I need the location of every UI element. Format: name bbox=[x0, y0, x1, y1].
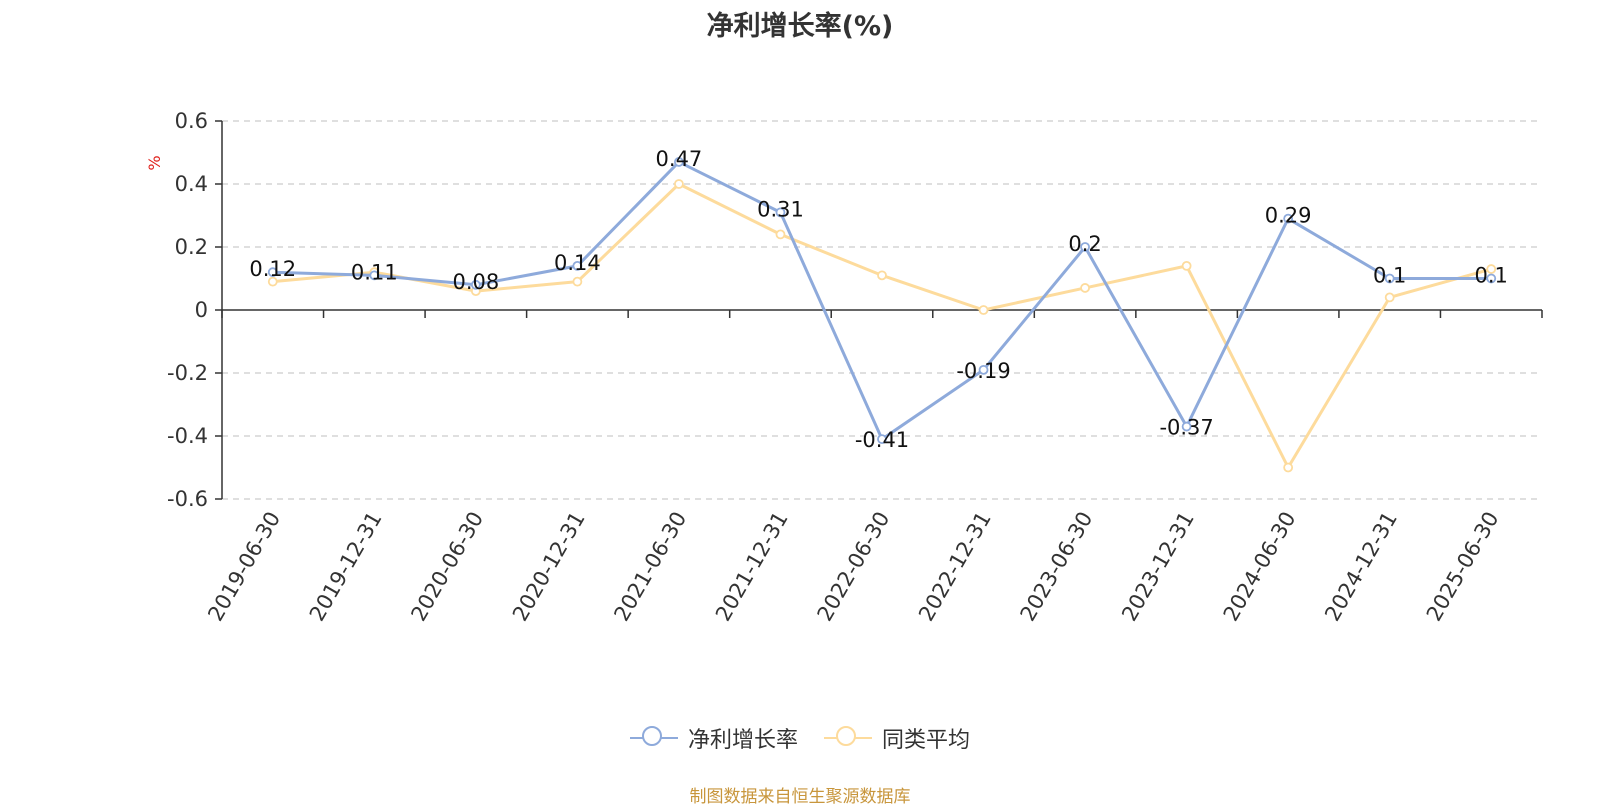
y-tick-label-3: 0 bbox=[195, 298, 208, 322]
series-1-point-4 bbox=[674, 179, 684, 189]
x-tick-label-4: 2021-06-30 bbox=[609, 508, 691, 626]
series-1-point-8 bbox=[1080, 283, 1090, 293]
data-label-12: 0.1 bbox=[1475, 264, 1508, 288]
series-1-point-7 bbox=[978, 305, 989, 315]
x-tick-label-9: 2023-12-31 bbox=[1117, 508, 1199, 626]
series-1-point-9 bbox=[1181, 260, 1192, 271]
x-tick-label-1: 2019-12-31 bbox=[305, 508, 387, 626]
data-label-3: 0.14 bbox=[554, 251, 601, 275]
series-0-point-12 bbox=[1486, 273, 1497, 284]
data-label-6: -0.41 bbox=[855, 428, 909, 452]
series-1-point-5 bbox=[775, 229, 786, 240]
series-1-point-0 bbox=[267, 276, 278, 287]
series-0-point-1 bbox=[369, 270, 380, 281]
x-tick-label-8: 2023-06-30 bbox=[1016, 508, 1098, 626]
series-layer bbox=[267, 157, 1497, 473]
x-tick-label-5: 2021-12-31 bbox=[711, 508, 793, 626]
series-0-point-9 bbox=[1181, 421, 1192, 432]
y-tick-label-6: -0.6 bbox=[167, 487, 208, 511]
series-0-point-4 bbox=[674, 157, 684, 167]
data-label-2: 0.08 bbox=[452, 270, 499, 294]
source-note: 制图数据来自恒生聚源数据库 bbox=[689, 787, 911, 807]
series-0-point-7 bbox=[978, 364, 989, 375]
x-tick-label-12: 2025-06-30 bbox=[1422, 508, 1504, 626]
legend-label-series-0: 净利增长率 bbox=[687, 728, 798, 753]
legend-marker-series-0 bbox=[629, 725, 678, 751]
x-tick-label-2: 2020-06-30 bbox=[406, 508, 488, 626]
data-label-1: 0.11 bbox=[351, 260, 398, 284]
chart-title: 净利增长率(%) bbox=[706, 11, 894, 42]
data-labels-layer: 0.12 0.11 0.08 0.14 0.47 0.31 -0.41 -0.19 0.2 -0.… bbox=[249, 147, 1508, 452]
series-0-point-11 bbox=[1384, 273, 1395, 284]
data-label-4: 0.47 bbox=[656, 147, 703, 171]
y-tick-label-5: -0.4 bbox=[167, 424, 208, 448]
grid-lines bbox=[222, 120, 1542, 500]
x-tick-label-11: 2024-12-31 bbox=[1320, 508, 1402, 626]
data-label-8: 0.2 bbox=[1068, 232, 1101, 256]
series-0-point-0 bbox=[267, 267, 278, 278]
series-0-point-6 bbox=[877, 434, 887, 445]
x-tick-label-10: 2024-06-30 bbox=[1219, 508, 1301, 626]
data-label-7: -0.19 bbox=[956, 359, 1010, 383]
x-tick-label-7: 2022-12-31 bbox=[914, 508, 996, 626]
series-0-point-10 bbox=[1283, 213, 1294, 224]
x-tick-label-0: 2019-06-30 bbox=[203, 508, 285, 626]
x-tick-label-3: 2020-12-31 bbox=[508, 508, 590, 626]
data-label-0: 0.12 bbox=[249, 257, 296, 281]
y-tick-label-4: -0.2 bbox=[167, 361, 208, 385]
data-label-5: 0.31 bbox=[757, 197, 804, 221]
series-1-point-3 bbox=[572, 276, 583, 287]
legend-label-series-1: 同类平均 bbox=[882, 728, 971, 753]
series-1-point-11 bbox=[1384, 292, 1395, 303]
series-0-point-5 bbox=[775, 207, 786, 218]
y-axis-label: % bbox=[145, 155, 164, 170]
y-tick-label-0: 0.6 bbox=[175, 109, 208, 133]
data-label-9: -0.37 bbox=[1159, 416, 1213, 440]
series-1-point-10 bbox=[1283, 462, 1294, 473]
series-1-point-12 bbox=[1486, 264, 1497, 274]
series-0-point-3 bbox=[572, 260, 583, 271]
series-0-point-2 bbox=[470, 279, 481, 290]
legend: 净利增长率 同类平均 bbox=[0, 722, 1600, 754]
legend-item-series-1[interactable]: 同类平均 bbox=[824, 722, 970, 754]
data-label-10: 0.29 bbox=[1265, 204, 1312, 228]
series-0-point-8 bbox=[1080, 242, 1090, 252]
x-tick-label-6: 2022-06-30 bbox=[813, 508, 895, 626]
series-1-point-6 bbox=[877, 270, 887, 281]
data-label-11: 0.1 bbox=[1373, 264, 1406, 288]
legend-marker-series-1 bbox=[824, 725, 872, 751]
y-tick-label-2: 0.2 bbox=[175, 235, 208, 259]
y-tick-label-1: 0.4 bbox=[175, 172, 208, 196]
legend-item-series-0[interactable]: 净利增长率 bbox=[629, 722, 798, 754]
